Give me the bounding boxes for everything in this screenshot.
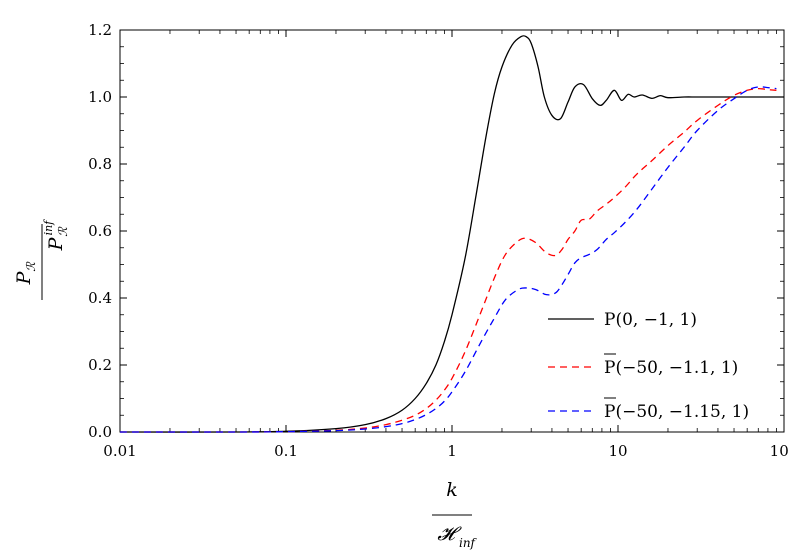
y-tick-label: 0.2	[88, 356, 112, 374]
y-tick-label: 0.0	[88, 423, 112, 441]
y-label-denominator-sub: ℛ	[56, 226, 70, 237]
legend-item-3: P(−50, −1.15, 1)	[548, 397, 749, 422]
y-axis-label: P ℛ ℛ P ℛ inf	[13, 219, 70, 300]
x-label-numerator: k	[446, 479, 458, 501]
legend: P(0, −1, 1) P(−50, −1.1, 1) P(−50, −1.15…	[548, 310, 749, 422]
legend-label-2: P(−50, −1.1, 1)	[604, 358, 738, 378]
x-tick-label: 10	[608, 442, 627, 460]
x-tick-label: 1	[447, 442, 457, 460]
series-line-1	[119, 35, 784, 433]
x-tick-label: 0.1	[274, 442, 298, 460]
y-tick-label: 0.4	[88, 289, 112, 307]
series-line-3	[119, 86, 777, 433]
x-label-denominator-sub: inf	[459, 536, 478, 550]
y-tick-label: 1.2	[88, 21, 112, 39]
x-axis-label: k 𝓗 inf	[432, 479, 478, 550]
legend-label-3: P(−50, −1.15, 1)	[604, 402, 749, 422]
y-label-numerator: P	[13, 270, 35, 285]
legend-label-1: P(0, −1, 1)	[604, 310, 697, 330]
y-label-denominator-sup: inf	[42, 219, 55, 236]
series-line-2	[119, 87, 777, 433]
x-tick-label: 0.01	[103, 442, 136, 460]
y-tick-label: 0.6	[88, 222, 112, 240]
x-tick-label: 100	[770, 442, 789, 460]
axis-ticks: 0.01 0.1 1 10 100 0.0 0.2 0.4 0.6 0.8 1.0 1.2	[88, 21, 789, 460]
y-tick-label: 1.0	[88, 88, 112, 106]
series-group	[119, 35, 784, 433]
legend-item-2: P(−50, −1.1, 1)	[548, 353, 738, 378]
legend-item-1: P(0, −1, 1)	[548, 310, 697, 330]
y-label-denominator-p: P	[45, 236, 67, 251]
y-label-numerator-sub: ℛ	[24, 261, 38, 272]
y-tick-label: 0.8	[88, 155, 112, 173]
